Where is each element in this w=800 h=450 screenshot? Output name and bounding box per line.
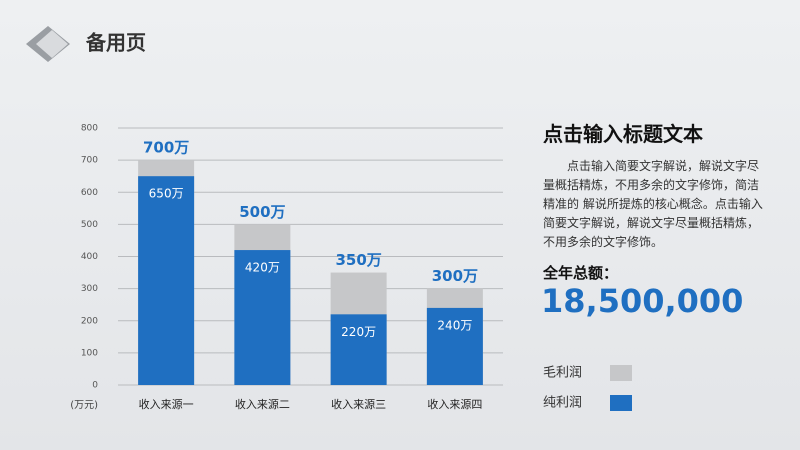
bar	[138, 176, 195, 385]
y-unit: (万元)	[70, 400, 98, 411]
value-label: 650万	[149, 187, 184, 201]
y-tick-label: 700	[81, 156, 98, 166]
value-label: 300万	[432, 267, 478, 285]
value-label: 700万	[143, 139, 189, 157]
bar	[330, 314, 387, 385]
y-tick-label: 100	[81, 348, 98, 358]
value-label: 500万	[239, 203, 285, 221]
y-tick-label: 600	[81, 188, 98, 198]
y-tick-label: 0	[92, 381, 98, 391]
header-title: 备用页	[85, 31, 146, 55]
value-label: 420万	[245, 261, 280, 275]
bar	[234, 250, 291, 385]
legend-swatch	[610, 395, 632, 411]
y-tick-label: 500	[81, 220, 98, 230]
bar	[426, 307, 483, 385]
x-tick-label: 收入来源三	[331, 397, 386, 411]
value-label: 220万	[341, 325, 376, 339]
x-tick-label: 收入来源一	[139, 397, 194, 411]
legend-label: 纯利润	[543, 396, 582, 411]
panel-body: 点击输入简要文字解说，解说文字尽量概括精炼，不用多余的文字修饰，简洁精准的 解说…	[543, 159, 763, 249]
y-tick-label: 300	[81, 284, 98, 294]
y-tick-label: 800	[81, 124, 98, 134]
x-tick-label: 收入来源四	[427, 397, 482, 411]
value-label: 350万	[335, 251, 381, 269]
legend-swatch	[610, 365, 632, 381]
panel-title: 点击输入标题文本	[543, 122, 703, 146]
total-label: 全年总额：	[543, 264, 619, 282]
legend-label: 毛利润	[543, 366, 582, 381]
y-tick-label: 200	[81, 316, 98, 326]
total-value: 18,500,000	[541, 282, 744, 320]
header-icon	[26, 26, 70, 62]
y-tick-label: 400	[81, 252, 98, 262]
value-label: 240万	[437, 318, 472, 332]
x-tick-label: 收入来源二	[235, 397, 290, 411]
